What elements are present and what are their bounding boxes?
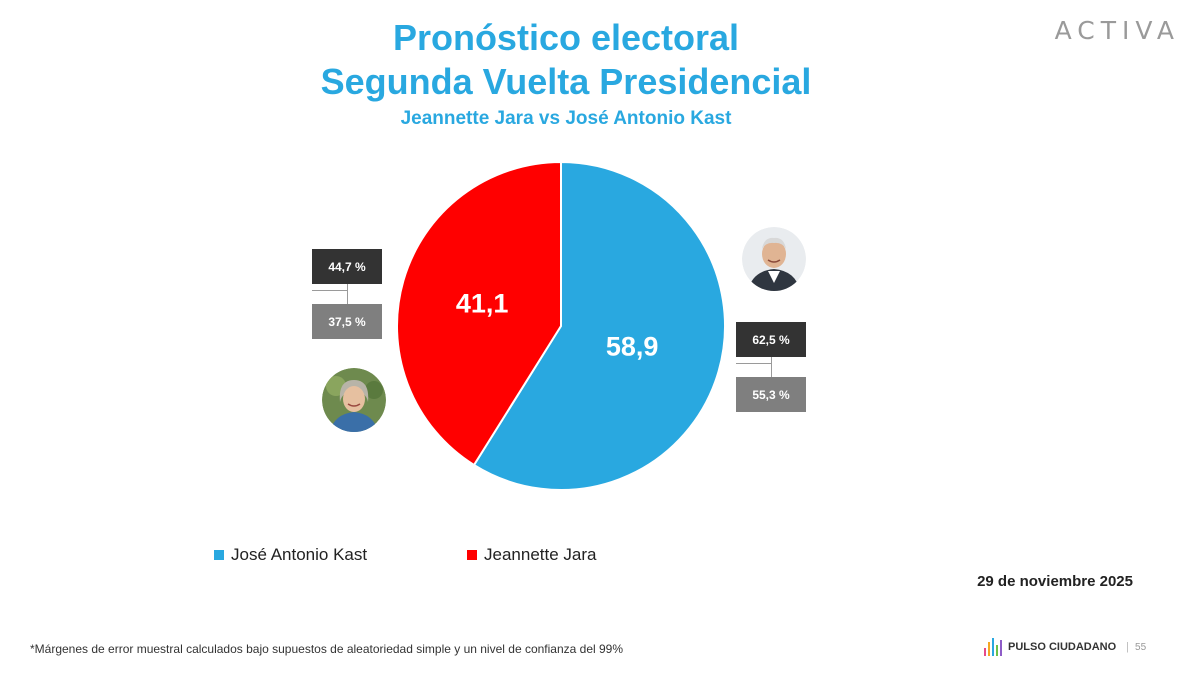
- legend-swatch-kast: [214, 550, 224, 560]
- chart-subtitle: Jeannette Jara vs José Antonio Kast: [400, 108, 732, 129]
- kast-avatar: [742, 227, 806, 291]
- chart-title-line2: Segunda Vuelta Presidencial: [320, 61, 812, 102]
- legend-item-kast: José Antonio Kast: [214, 545, 467, 565]
- pie-label-kast: 58,9: [606, 331, 659, 361]
- kast-portrait-icon: [742, 227, 806, 291]
- legend-item-jara: Jeannette Jara: [467, 545, 596, 565]
- brand-separator: |: [1126, 641, 1130, 653]
- pulso-bars-icon: [984, 638, 1002, 656]
- pulso-ciudadano-brand: PULSO CIUDADANO | 55: [984, 638, 1146, 656]
- jara-range-high: 44,7 %: [312, 249, 382, 284]
- legend-label-jara: Jeannette Jara: [484, 545, 597, 564]
- report-date: 29 de noviembre 2025: [977, 573, 1133, 590]
- pie-slice-jara: [396, 160, 562, 467]
- kast-range-connector: [771, 357, 772, 377]
- jara-range-tick: [312, 290, 347, 291]
- page-number: 55: [1135, 641, 1147, 653]
- kast-range-high: 62,5 %: [736, 322, 806, 357]
- jara-avatar: [322, 368, 386, 432]
- chart-title-line1: Pronóstico electoral: [392, 17, 740, 58]
- chart-legend: José Antonio Kast Jeannette Jara: [214, 545, 596, 565]
- kast-range-low: 55,3 %: [736, 377, 806, 412]
- legend-label-kast: José Antonio Kast: [231, 545, 368, 564]
- jara-range-connector: [347, 284, 348, 304]
- jara-portrait-icon: [322, 368, 386, 432]
- footnote: *Márgenes de error muestral calculados b…: [30, 642, 624, 656]
- pie-slice-kast: [472, 160, 726, 491]
- jara-range-low: 37,5 %: [312, 304, 382, 339]
- brand-name: PULSO CIUDADANO: [1008, 641, 1117, 653]
- activa-logo: ACTIVA: [1054, 16, 1180, 45]
- legend-swatch-jara: [467, 550, 477, 560]
- title-block: Pronóstico electoral Segunda Vuelta Pres…: [0, 16, 1132, 132]
- pie-label-jara: 41,1: [456, 288, 509, 318]
- kast-range-tick: [736, 363, 771, 364]
